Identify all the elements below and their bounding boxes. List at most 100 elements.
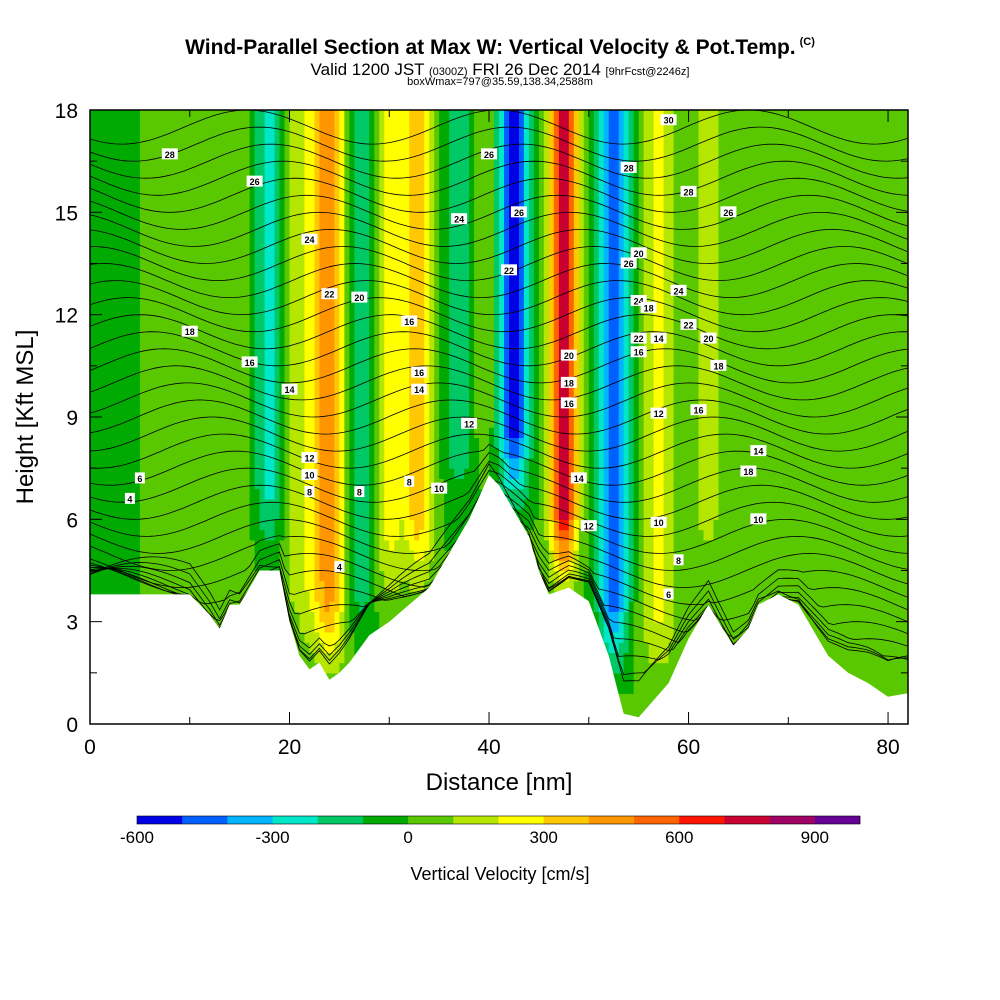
field-cell	[90, 468, 96, 479]
field-cell	[174, 283, 181, 295]
field-cell	[334, 478, 340, 490]
field-cell	[304, 601, 311, 613]
field-cell	[239, 427, 246, 439]
field-cell	[424, 110, 430, 121]
field-cell	[144, 150, 151, 162]
field-cell	[439, 263, 445, 275]
field-cell	[394, 447, 400, 459]
field-cell	[234, 273, 241, 285]
field-cell	[149, 171, 156, 183]
field-cell	[239, 283, 246, 295]
field-cell	[174, 304, 181, 316]
field-cell	[129, 273, 136, 285]
field-cell	[339, 457, 345, 469]
field-cell	[299, 161, 306, 172]
field-cell	[249, 335, 256, 346]
field-cell	[144, 355, 151, 367]
field-cell	[164, 560, 171, 572]
field-cell	[474, 447, 480, 459]
field-cell	[274, 212, 281, 224]
field-cell	[499, 437, 505, 449]
field-cell	[394, 396, 400, 408]
field-cell	[249, 468, 256, 479]
field-cell	[299, 273, 306, 285]
field-cell	[249, 212, 256, 224]
field-cell	[284, 509, 291, 520]
field-cell	[299, 519, 306, 531]
field-cell	[144, 437, 151, 449]
field-cell	[439, 509, 445, 520]
field-cell	[204, 457, 211, 469]
field-cell	[284, 171, 291, 183]
field-cell	[99, 488, 106, 500]
field-cell	[394, 171, 400, 183]
field-cell	[214, 529, 221, 541]
field-cell	[219, 560, 226, 572]
field-cell	[289, 488, 296, 500]
field-cell	[439, 243, 445, 254]
field-cell	[209, 130, 216, 142]
field-cell	[434, 110, 440, 121]
field-cell	[224, 519, 231, 531]
field-cell	[474, 253, 480, 265]
field-cell	[209, 171, 216, 183]
field-cell	[94, 324, 101, 336]
field-cell	[169, 396, 176, 408]
field-cell	[499, 376, 505, 387]
field-cell	[489, 120, 495, 132]
field-cell	[139, 488, 146, 500]
field-cell	[124, 539, 131, 551]
field-cell	[389, 376, 395, 387]
field-cell	[119, 376, 126, 387]
field-cell	[189, 171, 196, 183]
field-cell	[389, 550, 395, 561]
field-cell	[404, 110, 410, 121]
field-cell	[269, 468, 276, 479]
field-cell	[349, 529, 355, 541]
field-cell	[389, 232, 395, 244]
field-cell	[204, 396, 211, 408]
field-cell	[194, 335, 201, 346]
field-cell	[334, 662, 340, 674]
field-cell	[314, 570, 321, 582]
field-cell	[139, 417, 146, 428]
field-cell	[304, 345, 311, 357]
field-cell	[449, 406, 455, 418]
field-cell	[304, 386, 311, 398]
field-cell	[304, 243, 311, 254]
field-cell	[94, 539, 101, 551]
field-cell	[124, 498, 131, 510]
field-cell	[434, 447, 440, 459]
field-cell	[94, 468, 101, 479]
field-cell	[334, 130, 340, 142]
field-cell	[194, 437, 201, 449]
field-cell	[364, 580, 370, 592]
field-cell	[239, 457, 246, 469]
field-cell	[274, 130, 281, 142]
field-cell	[284, 437, 291, 449]
field-cell	[369, 283, 375, 295]
field-cell	[229, 580, 236, 592]
field-cell	[174, 427, 181, 439]
field-cell	[454, 171, 460, 183]
field-cell	[219, 335, 226, 346]
field-cell	[244, 191, 251, 203]
field-cell	[469, 161, 475, 172]
field-cell	[414, 335, 420, 346]
field-cell	[419, 283, 425, 295]
field-cell	[244, 519, 251, 531]
field-cell	[164, 335, 171, 346]
field-cell	[429, 550, 435, 561]
field-cell	[424, 406, 430, 418]
field-cell	[209, 345, 216, 357]
field-cell	[334, 110, 340, 121]
field-cell	[384, 304, 390, 316]
field-cell	[159, 191, 166, 203]
field-cell	[379, 498, 385, 510]
field-cell	[164, 110, 171, 121]
field-cell	[244, 130, 251, 142]
field-cell	[434, 355, 440, 367]
field-cell	[399, 457, 405, 469]
field-cell	[399, 110, 405, 121]
field-cell	[414, 294, 420, 306]
